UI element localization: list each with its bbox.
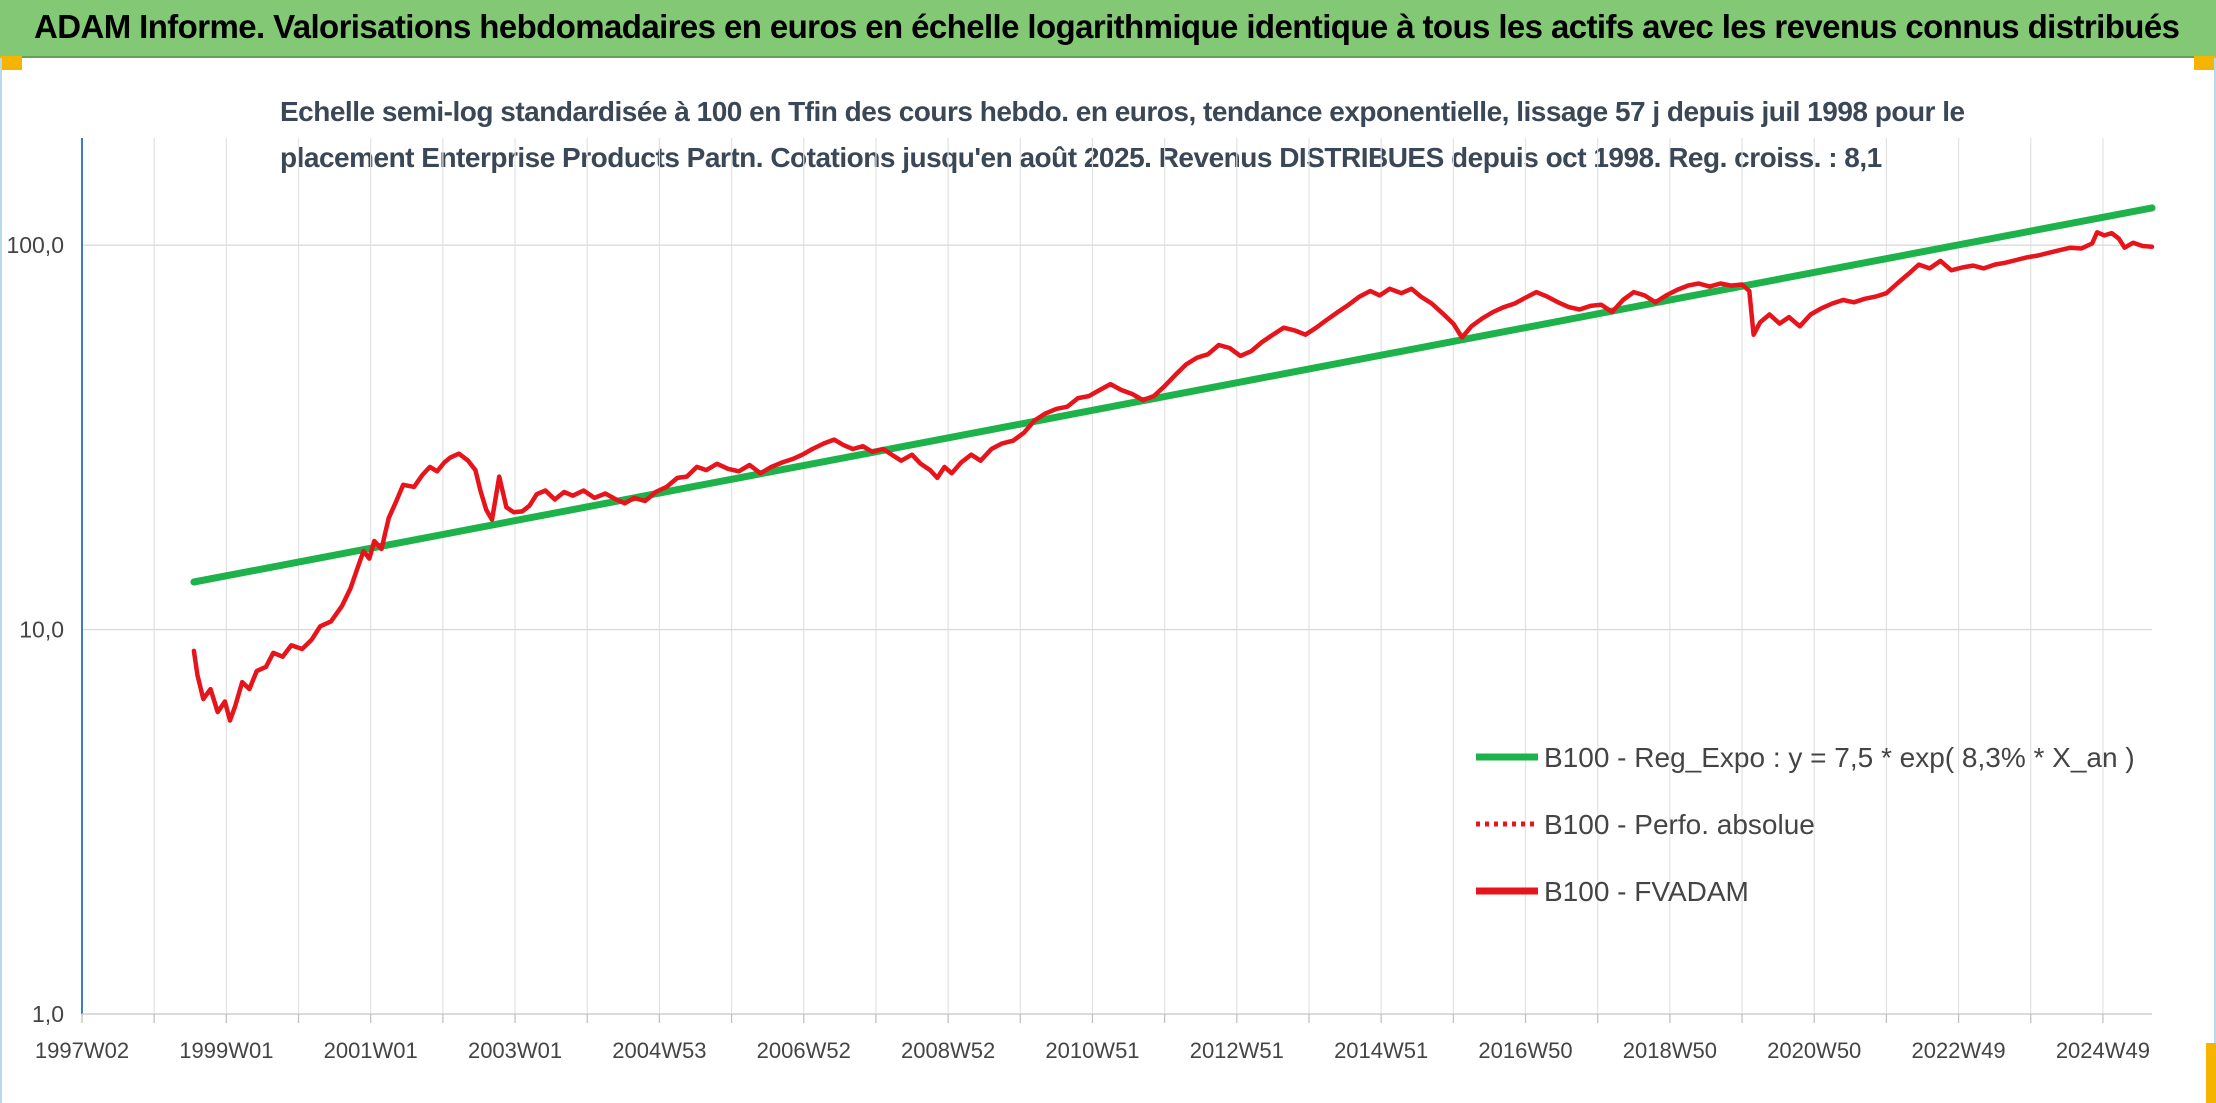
chart-title-line-2: placement Enterprise Products Partn. Cot… <box>280 142 1882 173</box>
legend: B100 - Reg_Expo : y = 7,5 * exp( 8,3% * … <box>1476 742 2135 907</box>
x-tick-label: 2003W01 <box>468 1038 562 1063</box>
y-tick-label: 100,0 <box>6 232 64 258</box>
x-tick-label: 2016W50 <box>1478 1038 1572 1063</box>
x-tick-label: 2004W53 <box>612 1038 706 1063</box>
x-tick-label: 2010W51 <box>1045 1038 1139 1063</box>
legend-label-1: B100 - Reg_Expo : y = 7,5 * exp( 8,3% * … <box>1544 742 2135 773</box>
series-line-1 <box>190 204 2156 586</box>
corner-accent-right <box>2194 56 2216 70</box>
y-tick-label: 1,0 <box>32 1001 64 1027</box>
series-lines <box>190 204 2156 723</box>
x-tick-label: 2012W51 <box>1190 1038 1284 1063</box>
chart-title-line-1: Echelle semi-log standardisée à 100 en T… <box>280 96 1965 127</box>
x-tick-label: 2022W49 <box>1911 1038 2005 1063</box>
page-title: ADAM Informe. Valorisations hebdomadaire… <box>34 8 2180 45</box>
vertical-gridlines <box>153 138 2104 1014</box>
x-tick-label: 2008W52 <box>901 1038 995 1063</box>
legend-label-2: B100 - Perfo. absolue <box>1544 809 1815 840</box>
x-tick-label: 2014W51 <box>1334 1038 1428 1063</box>
horizontal-gridlines <box>82 244 2152 631</box>
y-tick-label: 10,0 <box>19 617 64 643</box>
x-tick-label: 2018W50 <box>1623 1038 1717 1063</box>
x-tick-label: 1997W02 <box>35 1038 129 1063</box>
title-banner: ADAM Informe. Valorisations hebdomadaire… <box>0 0 2216 58</box>
series-line-3 <box>191 230 2155 723</box>
x-tick-label: 2020W50 <box>1767 1038 1861 1063</box>
x-tick-labels: 1997W02 1999W01 2001W01 2003W01 2004W53 2006W… <box>35 1038 2150 1063</box>
x-tick-label: 2006W52 <box>757 1038 851 1063</box>
x-tick-label: 1999W01 <box>179 1038 273 1063</box>
corner-accent-left <box>0 56 22 70</box>
corner-accent-bottom-right <box>2206 1043 2216 1103</box>
x-tick-label: 2024W49 <box>2056 1038 2150 1063</box>
y-tick-labels: 1,0 10,0 100,0 <box>6 232 64 1027</box>
legend-label-3: B100 - FVADAM <box>1544 876 1749 907</box>
x-tick-label: 2001W01 <box>324 1038 418 1063</box>
axes <box>81 138 2152 1023</box>
